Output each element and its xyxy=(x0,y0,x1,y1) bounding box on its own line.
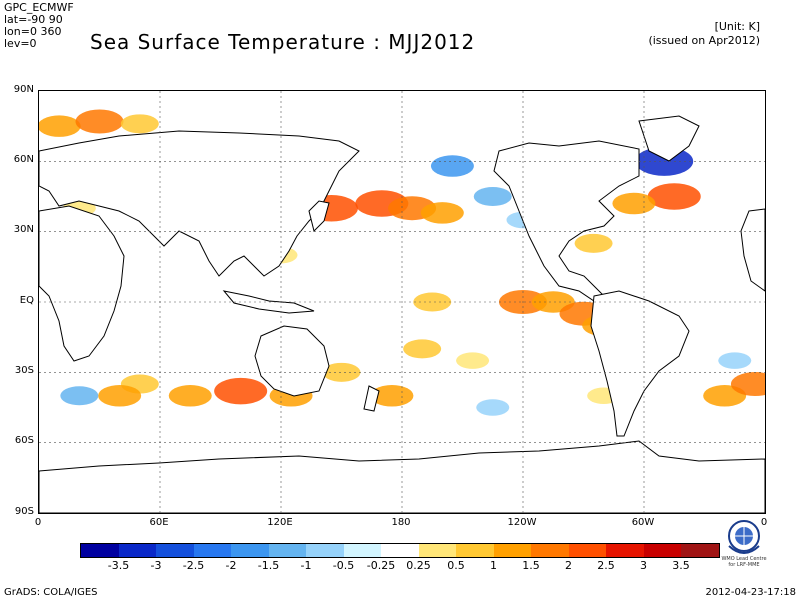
lon-label-0: 0 xyxy=(34,517,42,528)
lon-label-60e: 60E xyxy=(149,517,169,528)
color-scale-label: 2 xyxy=(565,559,572,572)
color-scale-label: -1.5 xyxy=(257,559,280,572)
map-title: Sea Surface Temperature : MJJ2012 xyxy=(90,30,476,54)
issued-label: (issued on Apr2012) xyxy=(648,34,760,47)
color-scale-label: -3.5 xyxy=(107,559,130,572)
color-scale-label: 1.5 xyxy=(522,559,540,572)
footer-software: GrADS: COLA/IGES xyxy=(4,587,98,598)
color-scale-swatch xyxy=(81,544,119,557)
color-scale-swatch xyxy=(643,544,681,557)
anomaly-patch xyxy=(456,352,490,369)
color-scale-label: -0.5 xyxy=(332,559,355,572)
meta-lon: lon=0 360 xyxy=(4,25,62,38)
color-scale-label: -0.25 xyxy=(366,559,396,572)
color-scale-swatch xyxy=(118,544,156,557)
lat-label-60n: 60N xyxy=(13,154,34,165)
color-scale-bar xyxy=(80,543,720,558)
anomaly-patch xyxy=(718,352,752,369)
color-scale-label: 3 xyxy=(640,559,647,572)
anomaly-patch xyxy=(574,233,613,253)
meta-source: GPC_ECMWF xyxy=(4,1,74,14)
lat-label-90s: 90S xyxy=(14,506,34,517)
color-scale-swatch xyxy=(268,544,306,557)
anomaly-patch xyxy=(430,155,474,177)
logo-caption: WMO Lead Centre for LRF-MME xyxy=(721,556,767,568)
color-scale-swatch xyxy=(568,544,606,557)
north-america-outline xyxy=(493,140,640,302)
anomaly-patch xyxy=(420,202,464,224)
color-scale-swatch xyxy=(681,544,719,557)
anomaly-patch xyxy=(476,399,510,416)
lat-label-30s: 30S xyxy=(14,365,34,376)
color-scale-swatch xyxy=(156,544,194,557)
lon-label-180: 180 xyxy=(391,517,411,528)
color-scale-label: 3.5 xyxy=(672,559,690,572)
color-scale-swatch xyxy=(343,544,381,557)
color-scale-swatch xyxy=(493,544,531,557)
anomaly-patch xyxy=(647,183,701,210)
anomaly-patch xyxy=(730,372,765,397)
greenland-outline xyxy=(638,115,700,162)
anomaly-patch xyxy=(612,192,656,215)
anomaly-patch xyxy=(60,386,99,406)
lon-label-120e: 120E xyxy=(267,517,293,528)
color-scale-label: -2 xyxy=(225,559,237,572)
anomaly-patch xyxy=(322,362,361,382)
eurasia-outline xyxy=(39,130,360,277)
color-scale-swatch xyxy=(606,544,644,557)
lat-label-30n: 30N xyxy=(13,224,34,235)
unit-block: [Unit: K] (issued on Apr2012) xyxy=(648,20,760,48)
anomaly-patch xyxy=(370,385,414,407)
color-scale-swatch xyxy=(456,544,494,557)
color-scale-swatch xyxy=(531,544,569,557)
anomaly-patch xyxy=(403,339,442,359)
anomaly-patch xyxy=(214,377,268,405)
color-scale-label: 1 xyxy=(490,559,497,572)
australia-outline xyxy=(254,325,330,397)
color-scale-label: -2.5 xyxy=(182,559,205,572)
meta-lat: lat=-90 90 xyxy=(4,13,63,26)
anomaly-layer xyxy=(39,109,765,416)
meta-lev: lev=0 xyxy=(4,37,37,50)
lon-label-0-end: 0 xyxy=(760,517,768,528)
color-scale-swatch xyxy=(306,544,344,557)
anomaly-patch xyxy=(120,114,159,134)
new-zealand-outline xyxy=(363,385,380,412)
south-america-outline xyxy=(590,290,690,437)
lon-label-60w: 60W xyxy=(631,517,655,528)
plot-metadata: GPC_ECMWF lat=-90 90 lon=0 360 lev=0 xyxy=(4,2,74,50)
color-scale-swatch xyxy=(193,544,231,557)
color-scale-swatch xyxy=(381,544,419,557)
lat-label-90n: 90N xyxy=(13,84,34,95)
anomaly-patch xyxy=(168,385,212,407)
anomaly-patch xyxy=(413,292,452,312)
sst-anomaly-map xyxy=(39,91,765,513)
color-scale-label: -3 xyxy=(150,559,162,572)
anomaly-patch xyxy=(473,187,512,206)
japan-outline xyxy=(308,200,330,232)
lat-label-eq: EQ xyxy=(19,295,34,306)
color-scale-swatch xyxy=(418,544,456,557)
africa-west-outline xyxy=(740,208,765,292)
color-scale-label: 0.5 xyxy=(447,559,465,572)
unit-label: [Unit: K] xyxy=(714,20,760,33)
anomaly-patch xyxy=(98,385,142,407)
color-scale-label: -1 xyxy=(300,559,312,572)
lat-label-60s: 60S xyxy=(14,435,34,446)
footer-timestamp: 2012-04-23-17:18 xyxy=(705,587,796,598)
color-scale-swatch xyxy=(231,544,269,557)
wmo-logo-icon xyxy=(728,520,760,554)
graticule xyxy=(39,91,765,513)
land-outline-layer xyxy=(39,115,765,513)
map-panel xyxy=(38,90,766,514)
africa-outline xyxy=(39,205,125,362)
color-scale-label: 0.25 xyxy=(406,559,431,572)
lon-label-120w: 120W xyxy=(507,517,537,528)
anomaly-patch xyxy=(39,115,81,137)
color-scale-label: 2.5 xyxy=(597,559,615,572)
anomaly-patch xyxy=(75,109,124,134)
